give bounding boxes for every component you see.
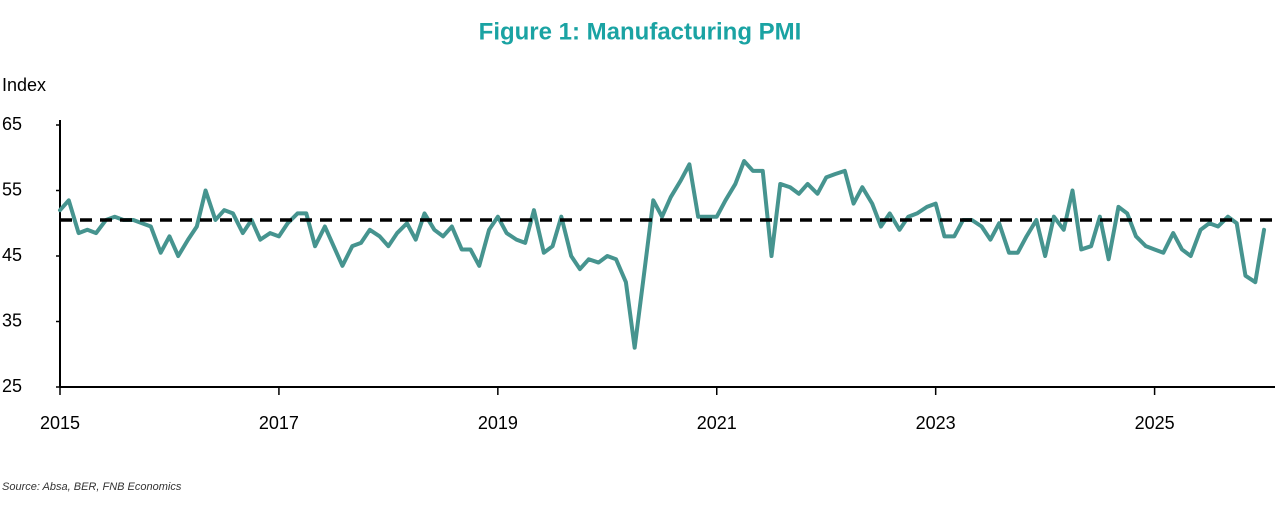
x-tick-label: 2017 [259,413,299,433]
x-tick-label: 2023 [916,413,956,433]
y-tick-label: 55 [2,179,22,199]
x-tick-label: 2021 [697,413,737,433]
y-tick-label: 35 [2,310,22,330]
chart-title: Figure 1: Manufacturing PMI [479,18,802,45]
data-line [58,159,1267,350]
y-tick-label: 25 [2,376,22,396]
x-tick-label: 2025 [1135,413,1175,433]
x-tick-label: 2015 [40,413,80,433]
y-axis-label: Index [2,75,46,95]
y-tick-label: 65 [2,114,22,134]
source-note: Source: Absa, BER, FNB Economics [2,481,182,493]
y-tick-label: 45 [2,245,22,265]
x-tick-label: 2019 [478,413,518,433]
